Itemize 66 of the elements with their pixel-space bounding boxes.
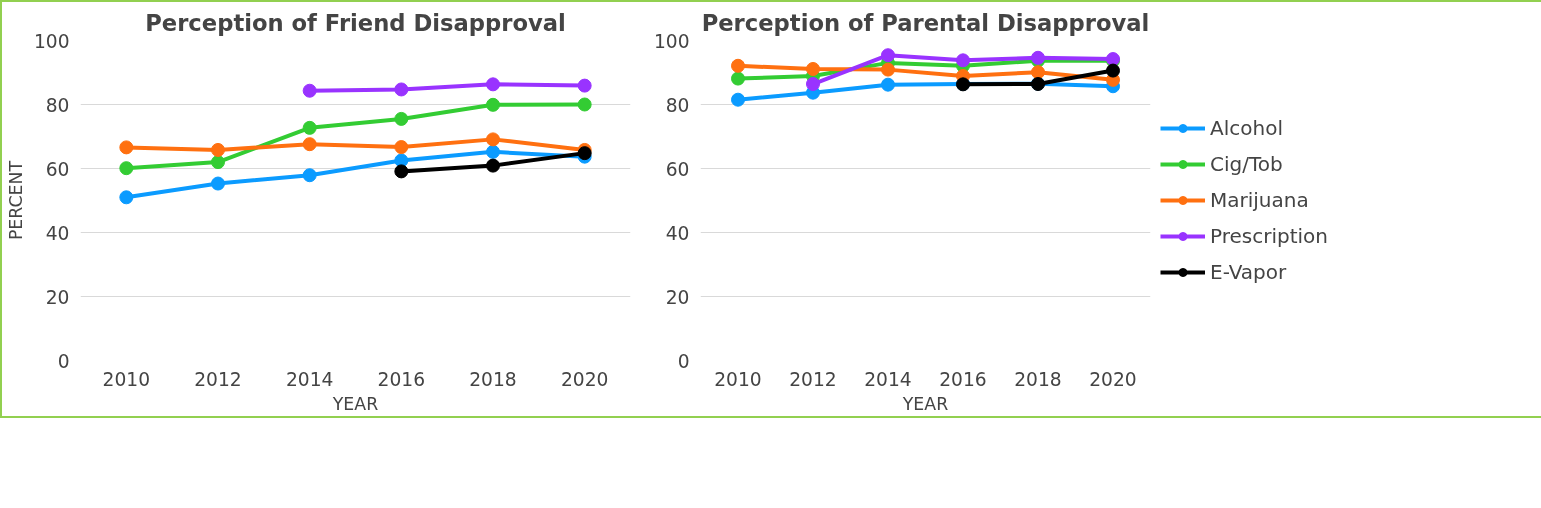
x-axis-title: YEAR [901,393,949,414]
point [302,168,317,183]
point [119,161,134,176]
x-tick-label: 2014 [864,368,912,390]
y-tick-label: 60 [45,158,70,180]
legend-label: Marijuana [1210,188,1309,212]
x-tick-label: 2018 [1014,368,1062,390]
x-axis-title: YEAR [331,393,379,414]
point [486,97,500,112]
point [394,164,409,179]
point [486,158,500,173]
x-tick-label: 2014 [285,368,334,390]
point [577,97,592,112]
x-tick-label: 2016 [377,368,426,390]
point [731,92,745,107]
y-tick-label: 20 [45,286,70,308]
legend-label: E-Vapor [1210,260,1287,284]
point [394,111,409,126]
y-tick-label: 40 [665,222,690,244]
point [302,137,317,152]
point [881,48,895,63]
point [394,140,409,155]
point [119,190,134,205]
x-tick-label: 2020 [560,368,609,390]
point [211,142,225,157]
y-axis-title: PERCENT [5,160,26,241]
point [806,77,820,92]
x-tick-label: 2012 [789,368,837,390]
x-tick-label: 2010 [102,368,151,390]
x-tick-label: 2012 [194,368,242,390]
y-tick-label: 80 [665,94,690,116]
point [1031,65,1045,80]
y-tick-label: 0 [57,350,70,372]
point [486,132,500,147]
point [577,78,592,93]
point [211,155,225,170]
point [302,120,317,135]
point [1106,63,1120,78]
point [486,77,500,92]
x-tick-label: 2016 [939,368,987,390]
legend-label: Alcohol [1210,116,1283,140]
point [731,58,745,73]
point [394,82,409,97]
point [731,71,745,86]
point [211,176,225,191]
y-tick-label: 40 [45,222,70,244]
point [302,83,317,98]
y-tick-label: 0 [677,350,690,372]
point [486,144,500,159]
legend-label: Prescription [1210,224,1328,248]
y-tick-label: 100 [653,30,690,52]
point [881,62,895,77]
chart-title: Perception of Parental Disapproval [701,9,1150,36]
legend-label: Cig/Tob [1210,152,1283,176]
y-tick-label: 100 [33,30,70,52]
x-tick-label: 2010 [714,368,762,390]
point [956,53,970,68]
point [881,77,895,92]
x-tick-label: 2018 [469,368,517,390]
chart-title: Perception of Friend Disapproval [145,9,566,36]
x-tick-label: 2020 [1089,368,1137,390]
y-tick-label: 80 [45,94,70,116]
point [806,61,820,76]
y-tick-label: 20 [665,286,690,308]
y-tick-label: 60 [665,158,690,180]
point [119,140,134,155]
